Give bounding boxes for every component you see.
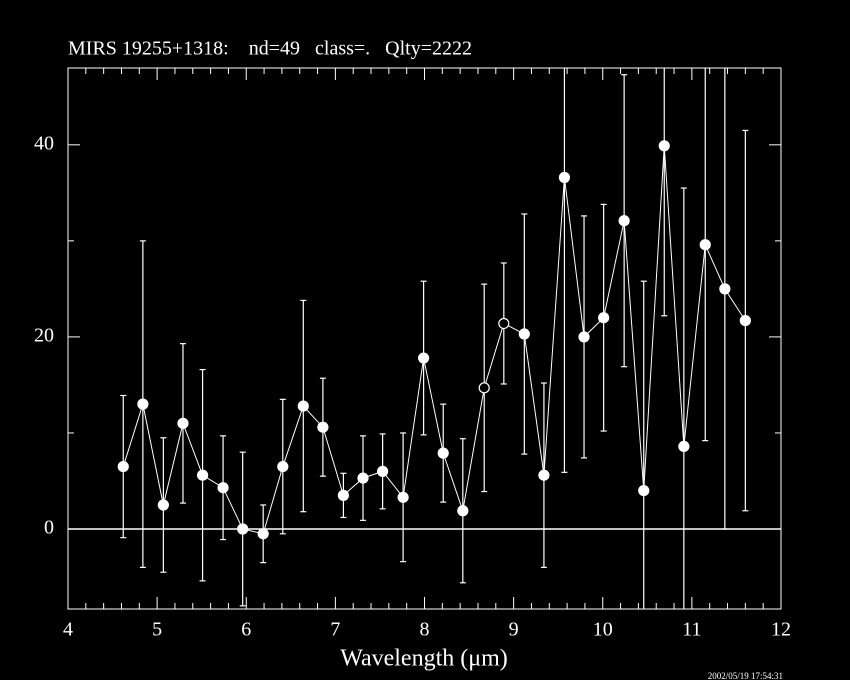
y-tick-label: 20 [34, 325, 54, 347]
x-tick-label: 5 [152, 619, 162, 641]
point [418, 352, 430, 364]
point [257, 528, 269, 540]
point [117, 460, 129, 473]
x-tick-label: 10 [593, 619, 613, 641]
timestamp: 2002/05/19 17:54:31 [708, 671, 783, 680]
point [317, 421, 329, 433]
point [196, 469, 209, 481]
point [699, 239, 711, 251]
x-tick-label: 7 [330, 619, 340, 641]
y-tick-label: 40 [34, 132, 54, 154]
x-axis-label: Wavelength (μm) [340, 646, 508, 672]
point [457, 505, 469, 517]
x-tick-label: 11 [682, 619, 701, 641]
point [337, 489, 349, 501]
point [277, 460, 289, 473]
point [437, 447, 449, 459]
point [558, 171, 571, 184]
point [638, 484, 650, 497]
point [397, 491, 409, 503]
point [518, 328, 530, 340]
point [578, 331, 590, 343]
point [739, 314, 751, 327]
point [297, 400, 309, 412]
point [137, 398, 149, 410]
point [217, 482, 229, 494]
x-tick-label: 4 [63, 619, 73, 641]
point [678, 440, 690, 453]
chart-title: MIRS 19255+1318: nd=49 class=. Qlty=2222 [68, 38, 472, 60]
x-tick-label: 8 [420, 619, 430, 641]
open-point [498, 317, 510, 330]
point [377, 465, 389, 477]
x-tick-label: 6 [241, 619, 251, 641]
point [357, 472, 369, 484]
point [719, 283, 731, 295]
point [538, 469, 550, 481]
open-point [478, 382, 490, 394]
point [618, 215, 630, 227]
data-line [122, 145, 746, 535]
x-tick-label: 9 [509, 619, 519, 641]
point [177, 417, 189, 429]
point [658, 140, 670, 152]
x-tick-label: 12 [771, 619, 791, 641]
point [598, 312, 610, 324]
point [157, 499, 169, 511]
y-tick-label: 0 [44, 517, 54, 539]
